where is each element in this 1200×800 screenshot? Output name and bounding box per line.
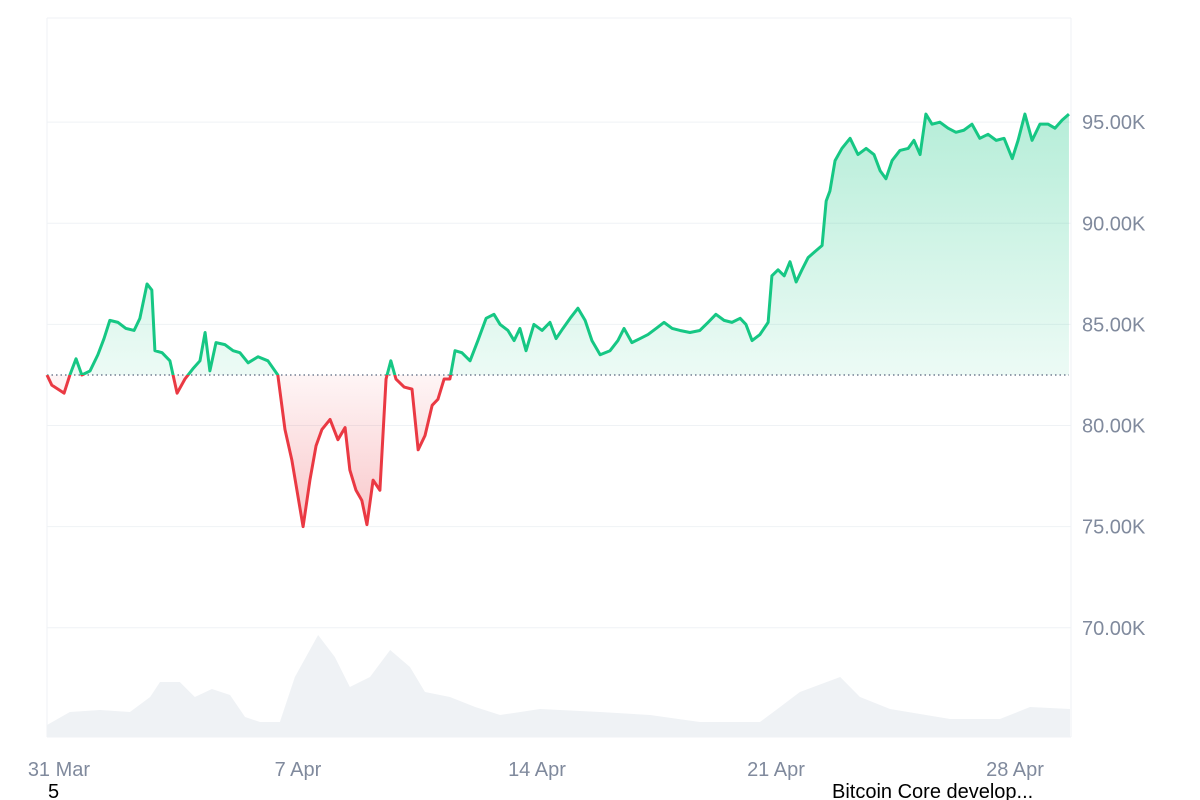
y-tick-label: 95.00K [1082,112,1146,134]
y-tick-label: 85.00K [1082,314,1146,336]
annotation: Bitcoin Core develop... [832,781,1033,800]
y-tick-label: 75.00K [1082,517,1146,539]
y-tick-label: 80.00K [1082,416,1146,438]
price-area [47,114,1069,527]
y-tick-label: 70.00K [1082,618,1146,640]
price-line [45,112,1070,529]
x-tick-label: 28 Apr [986,759,1044,781]
x-tick-label: 31 Mar [28,759,91,781]
x-tick-label: 7 Apr [275,759,322,781]
x-tick-label: 21 Apr [747,759,805,781]
annotation: 5 [48,781,59,800]
volume-area [47,635,1070,737]
x-tick-label: 14 Apr [508,759,566,781]
y-tick-label: 90.00K [1082,213,1146,235]
